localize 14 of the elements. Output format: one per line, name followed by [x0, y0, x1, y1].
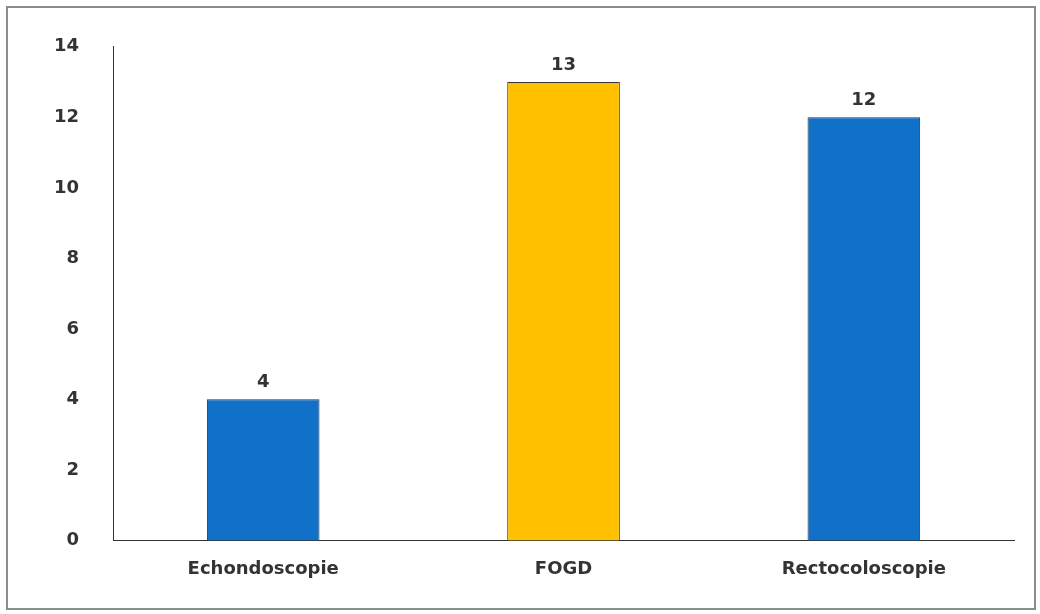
data-label: 4: [256, 370, 270, 392]
y-tick-label: 2: [66, 457, 80, 479]
data-label: 13: [550, 52, 577, 74]
y-tick-label: 8: [66, 246, 80, 268]
y-tick-label: 10: [53, 175, 80, 197]
x-tick-label: Rectocoloscopie: [781, 556, 946, 578]
y-tick-label: 4: [66, 387, 80, 409]
y-tick-label: 12: [53, 104, 80, 126]
data-label: 12: [851, 87, 877, 109]
y-tick-label: 6: [66, 316, 80, 338]
y-tick-label: 0: [66, 528, 80, 550]
x-tick-label: FOGD: [534, 556, 593, 578]
y-tick-label: 14: [53, 34, 80, 56]
x-tick-label: Echondoscopie: [187, 556, 339, 578]
